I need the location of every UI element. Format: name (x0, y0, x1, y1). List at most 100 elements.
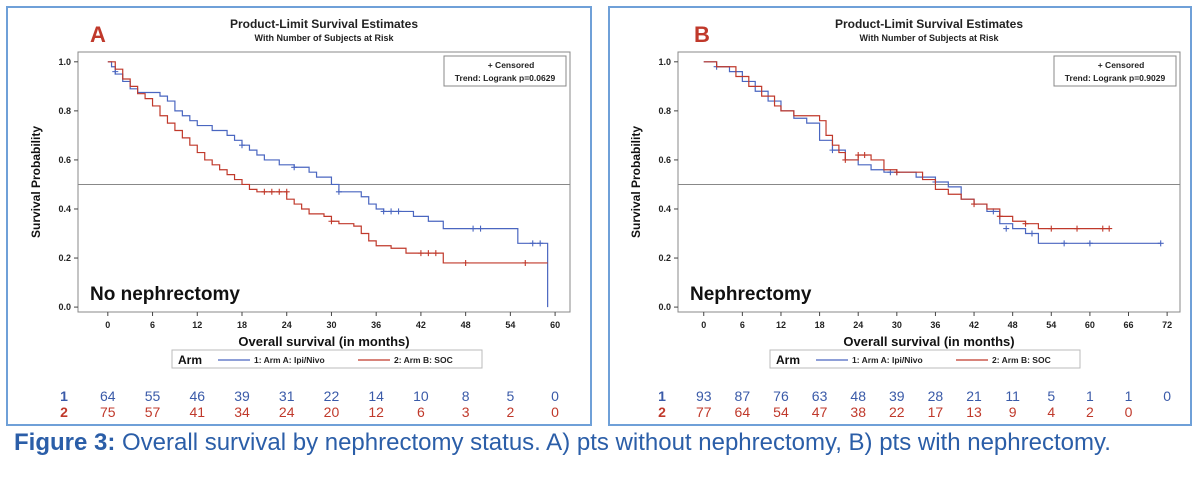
censor-mark-arm-1 (477, 225, 484, 232)
y-axis-label: Survival Probability (29, 126, 43, 238)
x-tick-label: 54 (1046, 320, 1056, 330)
panel-letter: A (90, 22, 106, 47)
panel-a-no-nephrectomy: A Product-Limit Survival Estimates With Nu… (6, 6, 592, 426)
censor-mark-arm-1 (829, 147, 836, 154)
x-tick-label: 42 (416, 320, 426, 330)
risk-count: 5 (506, 388, 515, 404)
annotation-box (443, 55, 567, 87)
risk-count: 93 (695, 388, 712, 404)
logrank-p-value: Trend: Logrank p=0.0629 (455, 73, 556, 83)
censor-mark-arm-1 (1061, 240, 1068, 247)
y-tick-label: 0.8 (58, 106, 71, 116)
censor-mark-arm-2 (522, 259, 529, 266)
y-tick-label: 1.0 (58, 57, 71, 67)
plot-frame (677, 51, 1181, 313)
risk-count: 1 (1085, 388, 1094, 404)
legend-box (769, 349, 1081, 369)
risk-count: 13 (966, 404, 982, 420)
x-tick-label: 48 (461, 320, 471, 330)
risk-row-label: 2 (60, 404, 68, 420)
y-tick-label: 0.6 (58, 155, 71, 165)
censor-mark-arm-2 (861, 152, 868, 159)
risk-count: 21 (966, 388, 982, 404)
risk-count: 38 (850, 404, 866, 420)
censor-mark-arm-2 (417, 250, 424, 257)
x-tick-label: 12 (192, 320, 202, 330)
figure-caption: Figure 3: Overall survival by nephrectom… (14, 428, 1184, 458)
legend-entry-arm-1: 1: Arm A: Ipi/Nivo (254, 355, 325, 365)
risk-count: 54 (773, 404, 789, 420)
legend-entry-arm-2: 2: Arm B: SOC (992, 355, 1051, 365)
censor-mark-arm-1 (388, 208, 395, 215)
censor-mark-arm-2 (1022, 220, 1029, 227)
risk-count: 14 (368, 388, 384, 404)
risk-count: 4 (1047, 404, 1056, 420)
risk-count: 6 (417, 404, 425, 420)
censor-mark-arm-2 (1048, 225, 1055, 232)
censor-mark-arm-2 (276, 188, 283, 195)
annotation-box (1053, 55, 1177, 87)
risk-count: 22 (323, 388, 340, 404)
y-tick-label: 0.4 (658, 204, 671, 214)
censor-mark-arm-1 (1086, 240, 1093, 247)
x-tick-label: 60 (1085, 320, 1095, 330)
censor-mark-arm-1 (470, 225, 477, 232)
censor-mark-arm-2 (1074, 225, 1081, 232)
censor-mark-arm-1 (395, 208, 402, 215)
caption-text: Overall survival by nephrectomy status. … (115, 429, 1111, 456)
risk-count: 0 (551, 388, 559, 404)
risk-count: 77 (695, 404, 712, 420)
censor-mark-arm-1 (291, 164, 298, 171)
km-chart-a: A Product-Limit Survival Estimates With Nu… (29, 17, 571, 369)
chart-title: Product-Limit Survival Estimates (835, 17, 1023, 31)
risk-count: 0 (551, 404, 559, 420)
risk-row-label: 1 (60, 388, 68, 404)
risk-count: 0 (1124, 404, 1133, 420)
chart-subtitle: With Number of Subjects at Risk (860, 33, 1000, 43)
risk-count: 55 (144, 388, 161, 404)
x-tick-label: 36 (930, 320, 940, 330)
x-tick-label: 24 (282, 320, 292, 330)
plot-frame (77, 51, 571, 313)
censor-mark-arm-1 (537, 240, 544, 247)
risk-count: 63 (811, 388, 828, 404)
y-axis-label: Survival Probability (629, 126, 643, 238)
y-tick-label: 0.2 (658, 253, 671, 263)
legend-title: Arm (776, 353, 800, 367)
censor-mark-arm-2 (425, 250, 432, 257)
km-chart-b: B Product-Limit Survival Estimates With Nu… (629, 17, 1181, 369)
x-tick-label: 12 (776, 320, 786, 330)
risk-row-label: 2 (658, 404, 666, 420)
risk-count: 10 (413, 388, 429, 404)
legend-entry-arm-1: 1: Arm A: Ipi/Nivo (852, 355, 923, 365)
censor-mark-arm-1 (335, 188, 342, 195)
caption-label: Figure 3: (14, 429, 116, 456)
legend-title: Arm (178, 353, 202, 367)
risk-count: 34 (234, 404, 250, 420)
risk-count: 17 (927, 404, 944, 420)
censor-mark-arm-2 (1099, 225, 1106, 232)
risk-row-b-arm-2: 2 77 64 54 47 38 22 17 13 9 4 2 0 (610, 404, 1190, 420)
chart-subtitle: With Number of Subjects at Risk (255, 33, 395, 43)
y-tick-label: 0.0 (658, 302, 671, 312)
x-tick-label: 30 (892, 320, 902, 330)
series-line-arm-2 (703, 61, 1110, 230)
censor-mark-arm-1 (239, 142, 245, 149)
risk-count: 64 (100, 388, 116, 404)
risk-row-b-arm-1: 1 93 87 76 63 48 39 28 21 11 5 1 1 0 (610, 388, 1190, 404)
risk-count: 3 (461, 404, 470, 420)
censor-mark-arm-2 (283, 188, 290, 195)
risk-count: 2 (506, 404, 515, 420)
x-axis-label: Overall survival (in months) (238, 334, 409, 349)
legend-entry-arm-2: 2: Arm B: SOC (394, 355, 453, 365)
y-tick-label: 0.4 (58, 204, 71, 214)
censor-mark-arm-2 (855, 152, 862, 159)
risk-count: 41 (189, 404, 206, 420)
panel-letter: B (694, 22, 710, 47)
censor-mark-arm-2 (971, 201, 978, 208)
risk-count: 20 (323, 404, 340, 420)
x-tick-label: 36 (371, 320, 381, 330)
risk-count: 5 (1047, 388, 1056, 404)
y-tick-label: 1.0 (658, 57, 671, 67)
legend-box (171, 349, 483, 369)
